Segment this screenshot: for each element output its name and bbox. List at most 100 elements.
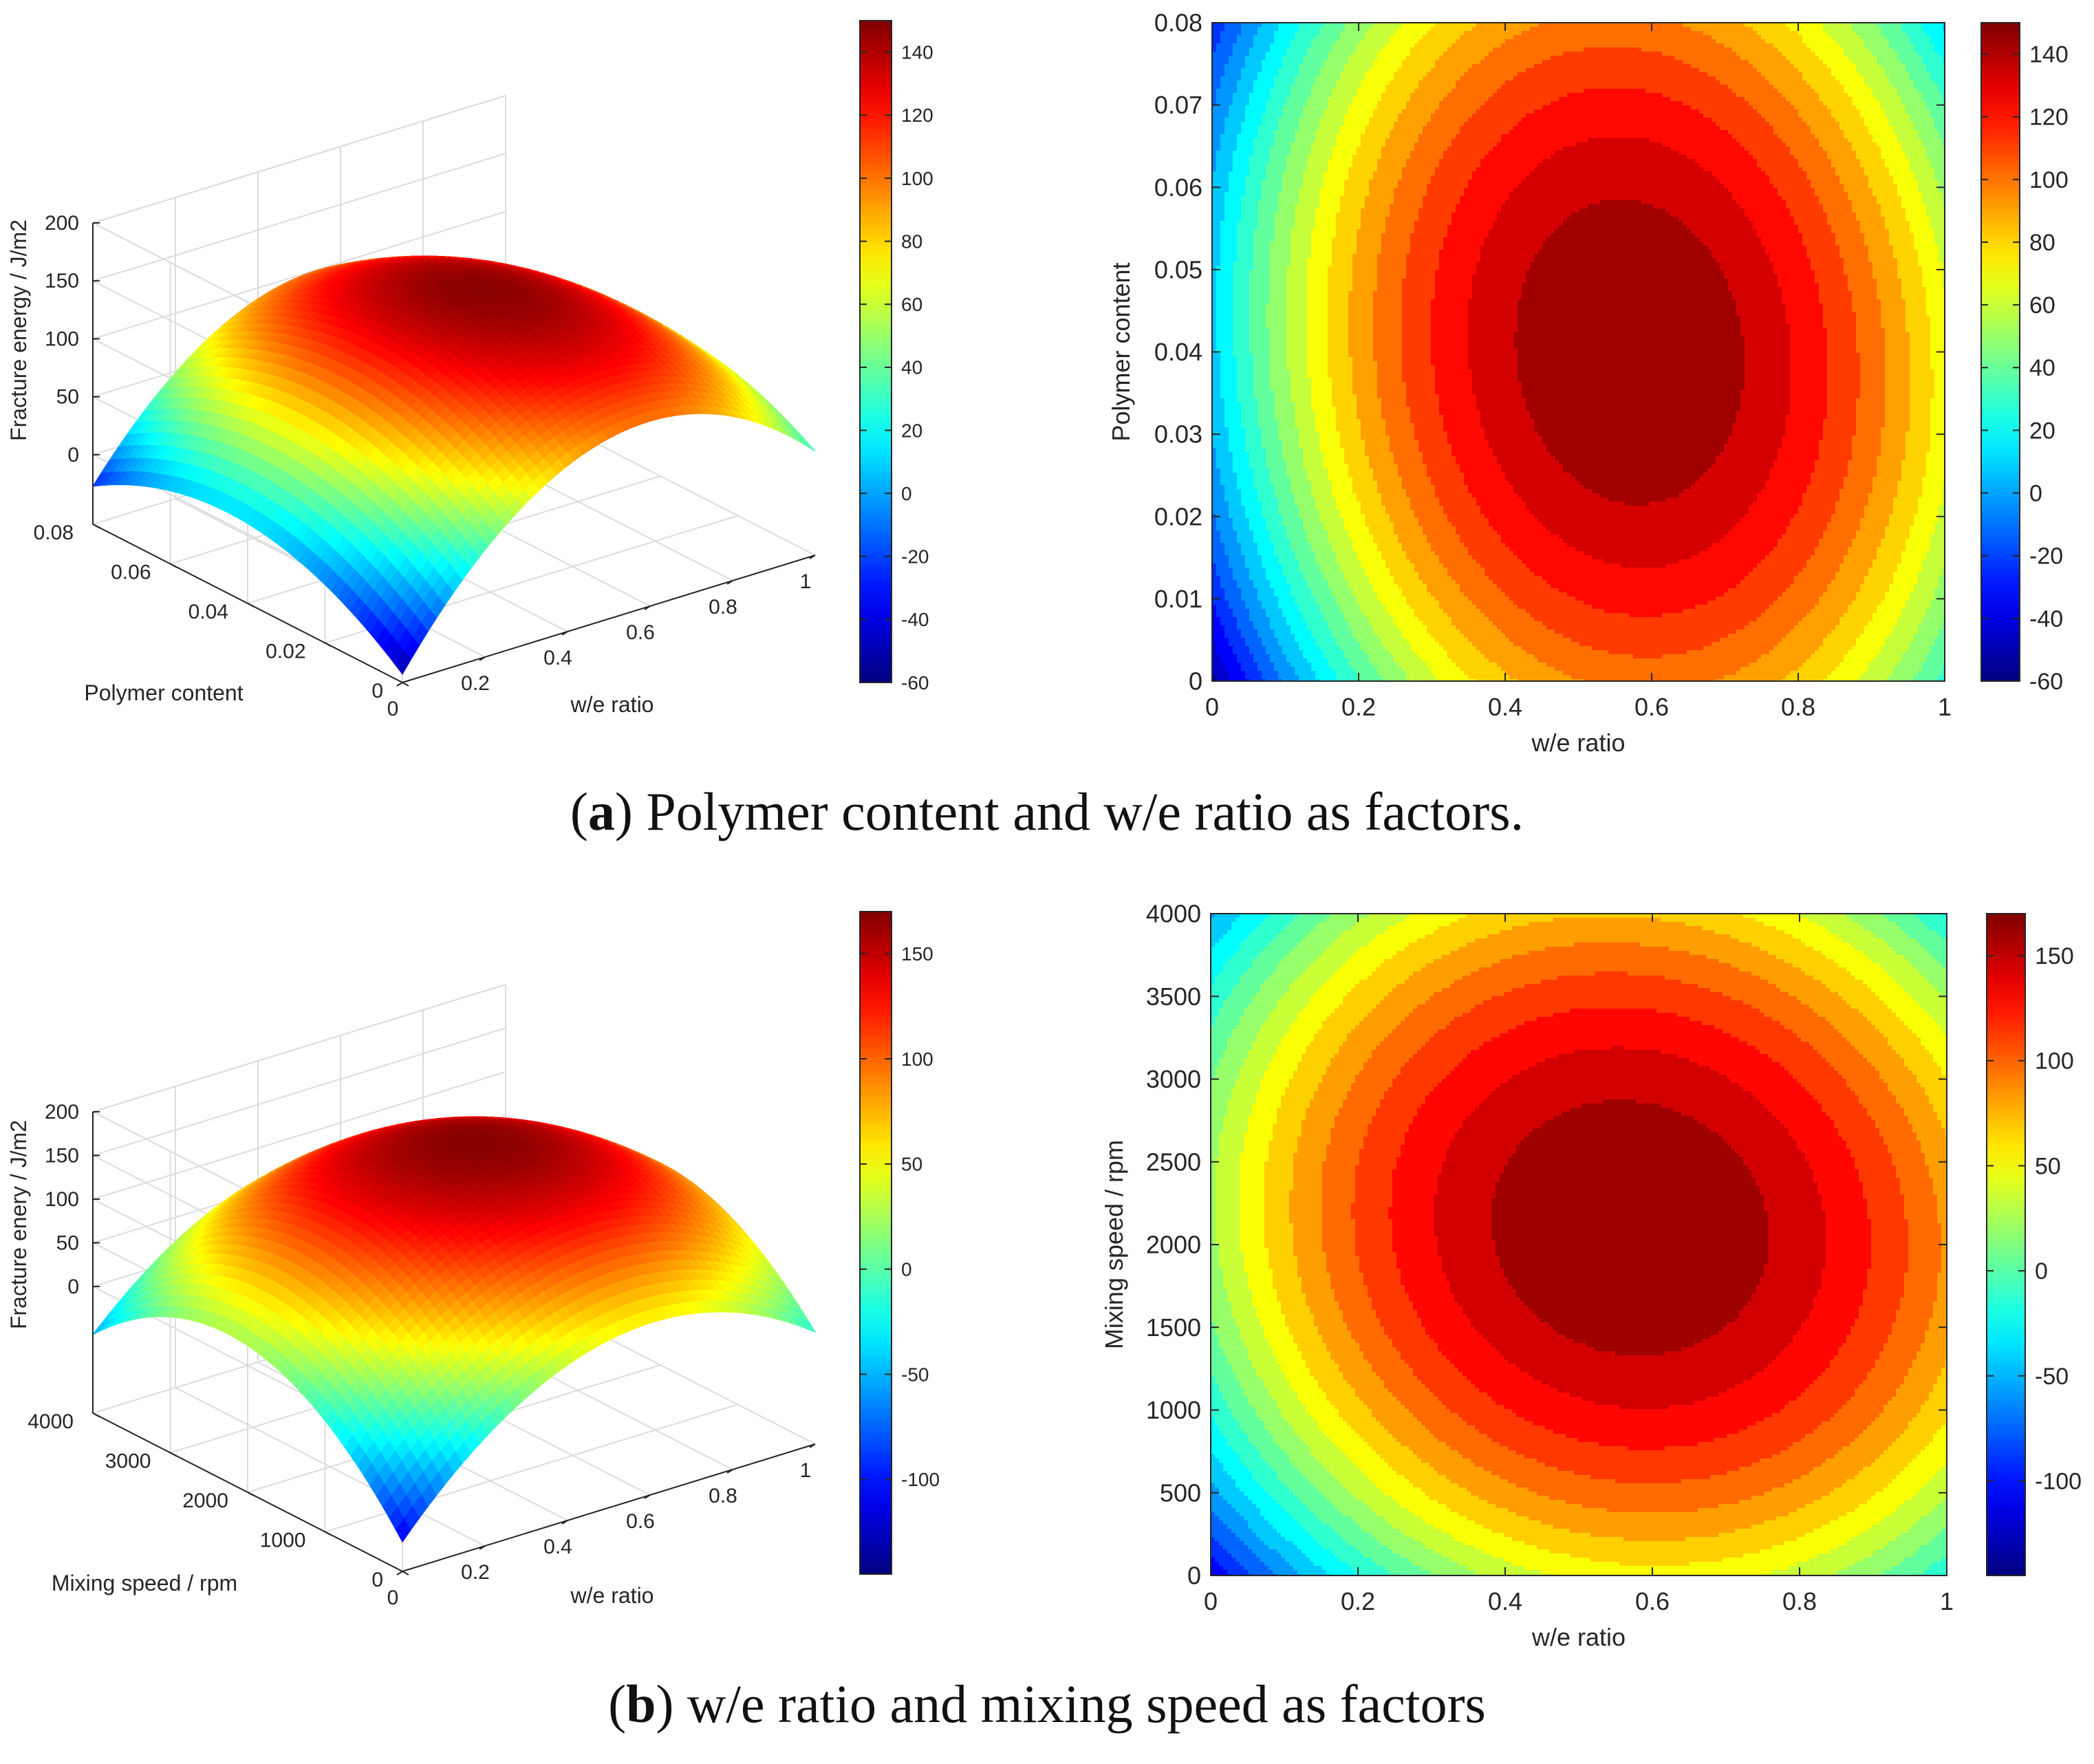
b-surf-colorbar-tick-label: 50 — [901, 1154, 922, 1175]
a-cont-colorbar-tick-label: 100 — [2029, 167, 2069, 193]
b-cont-y-tick-label: 2500 — [1146, 1148, 1201, 1176]
a-surf-colorbar-tick-label: -20 — [901, 546, 929, 568]
a-cont-colorbar-tick-label: 80 — [2029, 230, 2055, 256]
a-cont-x-tick-label: 0 — [1205, 693, 1219, 721]
a-cont-y-tick-label: 0.07 — [1154, 91, 1202, 119]
b-surf-y-tick — [325, 1532, 332, 1536]
a-cont-x-tick-label: 1 — [1938, 693, 1952, 721]
b-cont-y-tick-label: 3000 — [1146, 1065, 1201, 1093]
b-surf-colorbar-tick-label: 150 — [901, 943, 933, 965]
surface-plot-b: 00.20.40.60.8101000200030004000050100150… — [6, 985, 815, 1609]
a-surf-z-tick-label: 0 — [67, 444, 79, 466]
a-surf-y-tick-label: 0 — [371, 680, 383, 702]
b-surf-x-tick-label: 0 — [387, 1586, 399, 1609]
a-cont-y-tick-label: 0.06 — [1154, 173, 1202, 202]
caption-a: (a) Polymer content and w/e ratio as fac… — [0, 781, 2094, 843]
b-surf-colorbar-tick-label: -50 — [901, 1364, 929, 1385]
a-surf-x-tick-label: 0.8 — [709, 596, 737, 619]
a-surf-z-label: Fracture energy / J/m2 — [6, 219, 31, 441]
a-surf-z-tick-label: 200 — [45, 212, 79, 235]
a-surf-y-tick-label: 0.08 — [34, 521, 74, 544]
b-cont-x-tick-label: 0.8 — [1782, 1587, 1817, 1615]
a-cont-x-tick-label: 0.8 — [1781, 693, 1815, 721]
b-surf-x-tick-label: 0.6 — [626, 1510, 655, 1533]
panel-a-contour: 0 0.2 0.4 0.6 0.8 100.010.020.030.040.050.060… — [1101, 0, 2094, 784]
b-surf-y-tick-label: 3000 — [105, 1450, 151, 1473]
a-surf-x-tick-label: 0 — [387, 698, 399, 720]
b-cont-y-tick-label: 4000 — [1146, 900, 1201, 928]
a-surf-grid-line — [93, 96, 506, 223]
a-cont-x-label: w/e ratio — [1531, 729, 1625, 757]
a-cont-colorbar-tick-label: -20 — [2029, 544, 2063, 570]
panel-b-contour: 0 0.2 0.4 0.6 0.8 105001000150020002500300035… — [1101, 888, 2094, 1679]
a-surf-y-label: Polymer content — [84, 680, 243, 705]
b-surf-x-tick-label: 0.8 — [709, 1485, 737, 1507]
b-cont-y-label: Mixing speed / rpm — [1101, 1140, 1128, 1349]
a-surf-colorbar-gradient — [860, 21, 892, 682]
b-cont-x-tick-label: 0.6 — [1635, 1587, 1670, 1615]
b-surf-x-tick — [397, 1571, 402, 1575]
b-surf-y-tick — [248, 1492, 254, 1496]
b-surf-x-label: w/e ratio — [570, 1583, 654, 1608]
contour-plot-a: 0 0.2 0.4 0.6 0.8 100.010.020.030.040.050.060… — [1107, 9, 1952, 757]
contour-plot-b: 0 0.2 0.4 0.6 0.8 105001000150020002500300035… — [1101, 900, 1954, 1651]
a-surf-colorbar-tick-label: 0 — [901, 483, 912, 504]
a-surf-colorbar-tick-label: -40 — [901, 609, 929, 630]
caption-a-text: ) Polymer content and w/e ratio as facto… — [615, 782, 1524, 841]
a-cont-colorbar-tick-label: 20 — [2029, 418, 2055, 444]
a-cont-y-tick-label: 0.08 — [1154, 9, 1202, 37]
a-surf-colorbar-tick-label: 40 — [901, 357, 922, 378]
a-surf-colorbar-tick-label: 60 — [901, 294, 922, 315]
a-surf-x-label: w/e ratio — [570, 692, 654, 717]
a-surf-x-tick-label: 0.6 — [626, 621, 655, 644]
a-surf-colorbar-tick-label: 140 — [901, 42, 933, 63]
a-cont-colorbar-gradient — [1981, 23, 2020, 681]
a-surf-x-tick-label: 0.4 — [543, 647, 572, 669]
b-cont-x-tick-label: 0.4 — [1488, 1587, 1522, 1615]
a-cont-y-tick-label: 0.05 — [1154, 255, 1202, 283]
surface-plot-a: 00.20.40.60.8100.020.040.060.08050100150… — [6, 96, 815, 720]
a-surf-colorbar-tick-label: 20 — [901, 420, 922, 441]
a-cont-y-tick-label: 0.01 — [1154, 585, 1202, 613]
b-surf-x-axis — [402, 1444, 815, 1571]
b-surf-x-tick-label: 0.2 — [461, 1561, 490, 1584]
a-cont-y-tick-label: 0.03 — [1154, 420, 1202, 449]
a-surf-z-tick-label: 150 — [45, 270, 79, 292]
b-cont-colorbar-tick-label: -100 — [2035, 1468, 2082, 1494]
b-cont-colorbar-tick-label: 100 — [2035, 1048, 2074, 1075]
b-cont-x-tick-label: 0.2 — [1341, 1587, 1375, 1615]
b-surf-colorbar-tick-label: 100 — [901, 1048, 933, 1070]
b-cont-colorbar-gradient — [1987, 914, 2025, 1575]
b-surf-z-label: Fracture enery / J/m2 — [6, 1120, 31, 1329]
a-cont-colorbar-tick-label: 40 — [2029, 355, 2055, 381]
b-surf-y-tick-label: 0 — [371, 1569, 383, 1591]
b-surf-z-tick-label: 0 — [67, 1276, 79, 1298]
b-surf-y-tick — [93, 1413, 99, 1417]
a-surf-x-tick-label: 1 — [800, 570, 812, 593]
a-surf-x-tick-label: 0.2 — [461, 672, 490, 695]
b-surf-colorbar-gradient — [860, 912, 892, 1574]
a-cont-colorbar-tick-label: 0 — [2029, 480, 2042, 506]
a-surf-y-tick — [93, 524, 99, 528]
b-surf-y-tick-label: 1000 — [260, 1529, 306, 1552]
caption-b-text: ) w/e ratio and mixing speed as factors — [656, 1674, 1485, 1734]
b-cont-y-tick-label: 500 — [1160, 1478, 1201, 1507]
b-cont-x-label: w/e ratio — [1531, 1623, 1626, 1651]
a-surf-y-tick — [171, 564, 177, 568]
b-surf-y-tick — [402, 1571, 409, 1575]
b-surf-y-tick-label: 4000 — [28, 1410, 74, 1433]
b-surf-colorbar-tick-label: 0 — [901, 1259, 912, 1280]
a-surf-x-tick — [397, 682, 402, 686]
b-cont-colorbar-tick-label: 150 — [2035, 943, 2074, 969]
b-surf-z-tick-label: 50 — [56, 1231, 79, 1254]
b-cont-y-tick-label: 3500 — [1146, 982, 1201, 1011]
a-surf-y-tick-label: 0.04 — [188, 601, 228, 623]
b-surf-x-tick-label: 1 — [800, 1459, 812, 1482]
a-surf-colorbar-tick-label: 80 — [901, 230, 922, 252]
a-surf-colorbar-tick-label: 100 — [901, 168, 933, 189]
b-cont-y-tick-label: 1000 — [1146, 1396, 1201, 1424]
b-surf-z-tick-label: 150 — [45, 1144, 79, 1167]
a-surf-y-tick — [402, 682, 409, 686]
